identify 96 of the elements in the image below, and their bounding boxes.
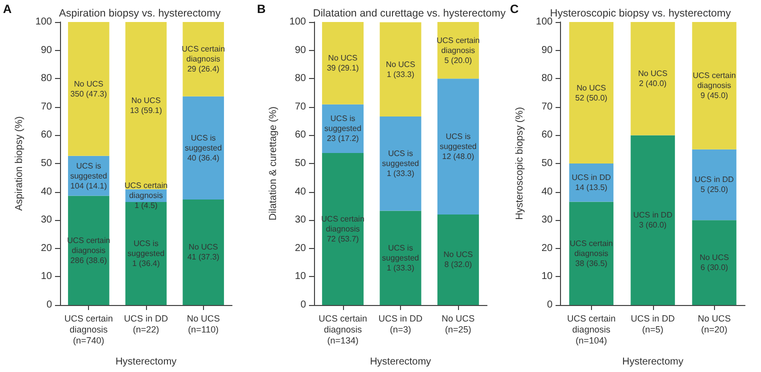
text: B (257, 2, 266, 16)
x-tick-label: No UCS (n=110) (186, 314, 220, 334)
bar (125, 202, 167, 305)
bar (380, 210, 422, 305)
data-label: UCS is suggested 104 (14.1) (70, 161, 108, 190)
y-tick-label: 30 (541, 214, 554, 226)
data-label: No UCS 2 (40.0) (638, 69, 668, 88)
y-tick-label: 50 (40, 158, 52, 169)
y-tick-label: 10 (294, 271, 306, 282)
x-axis-title: Hysterectomy (622, 356, 684, 368)
chart-title: Dilatation and curettage vs. hysterectomy (313, 8, 506, 20)
data-label: No UCS 39 (29.1) (326, 54, 360, 73)
y-tick-label: 40 (294, 186, 306, 198)
bar (125, 22, 167, 190)
x-tick-label: UCS certain diagnosis (n=740) (64, 314, 113, 346)
bar (437, 78, 479, 214)
data-label: UCS is suggested 12 (48.0) (440, 132, 477, 162)
y-axis-title: Dilatation & curettage (%) (268, 106, 279, 220)
x-axis-title: Hysterectomy (115, 356, 177, 368)
bar (322, 22, 364, 104)
y-tick-label: 90 (40, 44, 52, 56)
bar (437, 214, 479, 305)
y-axis-title: Aspiration biopsy (%) (14, 116, 25, 211)
y-tick-label: 80 (541, 73, 554, 84)
y-tick-label: 80 (40, 73, 52, 84)
x-tick-label: UCS in DD (n=3) (378, 314, 423, 334)
x-tick-label: UCS in DD (n=5) (630, 314, 676, 334)
y-tick-label: 10 (541, 271, 554, 282)
bar (692, 149, 736, 220)
y-tick-label: 30 (40, 214, 52, 226)
y-tick-label: 80 (294, 73, 306, 84)
data-label: No UCS 13 (59.1) (130, 96, 162, 116)
y-tick-label: 60 (294, 130, 306, 141)
bar (692, 220, 736, 305)
data-label: UCS is suggested 1 (33.3) (382, 149, 419, 178)
y-tick-label: 100 (289, 16, 306, 28)
data-label: UCS in DD 3 (60.0) (633, 210, 673, 230)
data-label: No UCS 8 (32.0) (443, 250, 473, 270)
bar (68, 22, 110, 156)
bar (569, 22, 614, 164)
x-tick-label: No UCS (n=25) (442, 314, 475, 334)
bar (182, 96, 224, 200)
x-tick-label: No UCS (n=20) (698, 314, 731, 334)
y-tick-label: 60 (40, 130, 52, 141)
data-label: No UCS 52 (50.0) (575, 83, 608, 102)
y-tick-label: 60 (541, 130, 554, 141)
x-tick-label: UCS certain diagnosis (n=134) (318, 314, 368, 346)
bar (322, 153, 364, 305)
y-tick-label: 0 (46, 300, 52, 310)
bar (380, 116, 422, 211)
bar (68, 196, 110, 305)
bar (380, 22, 422, 117)
bar (692, 22, 736, 150)
y-tick-label: 50 (541, 158, 554, 169)
y-tick-label: 100 (536, 16, 554, 28)
x-tick-label: UCS certain diagnosis (n=104) (567, 314, 616, 346)
data-label: UCS is suggested 1 (36.4) (128, 238, 164, 268)
x-tick-label: UCS in DD (n=22) (124, 314, 168, 334)
bar (630, 135, 675, 305)
y-tick-label: 70 (40, 101, 52, 112)
y-tick-label: 0 (300, 300, 306, 310)
y-tick-label: 0 (547, 300, 554, 310)
data-label: No UCS 350 (47.3) (70, 79, 108, 98)
y-tick-label: 70 (294, 101, 306, 112)
y-axis-title: Hysteroscopic biopsy (%) (514, 107, 526, 220)
y-tick-label: 20 (541, 242, 554, 254)
data-label: UCS in DD 14 (13.5) (572, 173, 612, 192)
bar (182, 199, 224, 305)
bar (630, 22, 675, 136)
data-label: No UCS 1 (33.3) (386, 60, 416, 79)
y-tick-label: 40 (541, 186, 554, 198)
data-label: No UCS 41 (37.3) (187, 242, 220, 262)
chart-title: Hysteroscopic biopsy vs. hysterectomy (550, 8, 732, 20)
y-tick-label: 40 (40, 186, 52, 198)
data-label: UCS certain diagnosis 9 (45.0) (692, 71, 736, 100)
data-label: No UCS 6 (30.0) (700, 253, 729, 272)
data-label: UCS is suggested 40 (36.4) (184, 133, 222, 162)
y-tick-label: 100 (35, 16, 52, 28)
x-axis-title: Hysterectomy (370, 356, 432, 368)
y-tick-label: 90 (294, 44, 306, 56)
data-label: UCS is suggested 1 (33.3) (382, 243, 419, 272)
y-tick-label: 10 (40, 271, 52, 282)
chart-title: Aspiration biopsy vs. hysterectomy (59, 8, 222, 20)
y-tick-label: 70 (541, 101, 554, 112)
text: A (3, 2, 12, 16)
y-tick-label: 30 (294, 214, 306, 226)
data-label: UCS certain diagnosis 38 (36.5) (570, 238, 613, 268)
bar (182, 22, 224, 96)
y-tick-label: 50 (294, 158, 306, 169)
y-tick-label: 20 (40, 242, 52, 254)
bar (569, 202, 614, 305)
y-tick-label: 90 (541, 44, 554, 56)
data-label: UCS in DD 5 (25.0) (694, 175, 734, 194)
y-tick-label: 20 (294, 242, 306, 254)
data-label: UCS is suggested 23 (17.2) (324, 114, 362, 144)
text: C (510, 2, 519, 16)
